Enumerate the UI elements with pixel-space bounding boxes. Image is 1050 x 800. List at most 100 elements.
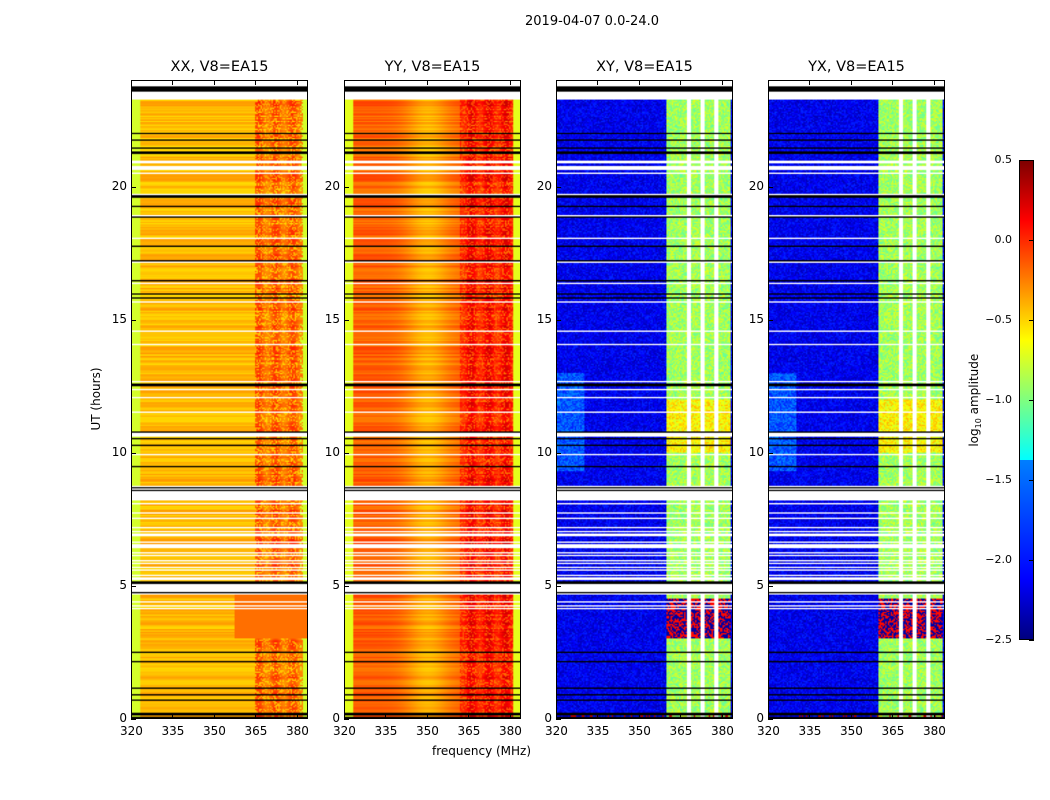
x-tick <box>556 80 557 85</box>
x-tick <box>680 80 682 85</box>
x-tick <box>850 714 852 719</box>
y-tick-label: 10 <box>324 444 340 459</box>
y-tick-label: 15 <box>324 311 340 326</box>
y-tick-label: 5 <box>756 577 764 592</box>
y-tick-label: 0 <box>332 711 340 725</box>
x-tick-label: 320 <box>333 724 356 738</box>
x-tick <box>296 80 298 85</box>
colorbar-tick-label: 0.0 <box>994 233 1013 246</box>
heatmap-image <box>132 81 307 718</box>
y-tick <box>344 452 349 454</box>
y-tick-label: 5 <box>544 577 552 592</box>
colorbar-tick <box>1029 480 1034 481</box>
x-tick <box>933 714 935 719</box>
x-tick <box>892 714 894 719</box>
x-tick <box>213 714 215 719</box>
colorbar-label: log10 amplitude <box>966 353 984 447</box>
x-tick <box>638 80 640 85</box>
y-tick <box>768 585 773 587</box>
x-tick <box>597 80 599 85</box>
heatmap-panel <box>556 80 733 719</box>
colorbar-tick-label: 0.5 <box>994 153 1013 166</box>
x-tick <box>850 80 852 85</box>
x-tick <box>680 714 682 719</box>
x-tick <box>809 80 811 85</box>
y-tick-label: 0 <box>756 711 764 725</box>
x-tick <box>426 80 428 85</box>
colorbar-tick <box>1029 560 1034 561</box>
colorbar-tick <box>1029 400 1034 401</box>
x-tick-label: 380 <box>922 724 946 738</box>
x-tick <box>344 80 345 85</box>
x-tick-label: 335 <box>586 724 610 738</box>
colorbar-tick <box>1029 240 1034 241</box>
x-tick <box>468 80 470 85</box>
y-tick <box>556 319 561 321</box>
panel-title: YY, V8=EA15 <box>384 59 481 75</box>
heatmap-image <box>769 81 944 718</box>
y-tick <box>131 186 136 188</box>
x-tick-label: 380 <box>710 724 734 738</box>
x-tick <box>385 80 387 85</box>
x-tick-label: 320 <box>757 724 780 738</box>
x-tick-label: 365 <box>669 724 693 738</box>
x-tick-label: 350 <box>415 724 439 738</box>
y-tick <box>131 719 136 720</box>
y-tick <box>768 319 773 321</box>
x-tick-label: 350 <box>202 724 226 738</box>
x-tick <box>255 714 257 719</box>
x-tick-label: 365 <box>881 724 905 738</box>
y-tick <box>344 186 349 188</box>
heatmap-image <box>557 81 732 718</box>
y-tick <box>344 319 349 321</box>
colorbar-tick <box>1029 320 1034 321</box>
heatmap-panel <box>131 80 308 719</box>
y-tick-label: 10 <box>111 444 127 459</box>
y-tick <box>556 186 561 188</box>
x-tick <box>213 80 215 85</box>
y-tick <box>131 319 136 321</box>
x-tick <box>344 714 345 719</box>
y-tick <box>556 452 561 454</box>
x-tick-label: 380 <box>285 724 309 738</box>
x-tick <box>892 80 894 85</box>
heatmap-panel <box>344 80 521 719</box>
y-tick-label: 5 <box>332 577 340 592</box>
x-tick <box>768 714 769 719</box>
y-tick-label: 0 <box>119 711 127 725</box>
heatmap-panel <box>768 80 945 719</box>
y-tick <box>131 585 136 587</box>
y-tick-label: 10 <box>748 444 764 459</box>
colorbar-tick-label: −2.5 <box>985 633 1012 646</box>
y-tick <box>131 452 136 454</box>
colorbar-tick-label: −0.5 <box>985 313 1012 326</box>
x-tick <box>172 80 174 85</box>
y-tick-label: 15 <box>748 311 764 326</box>
panel-title: YX, V8=EA15 <box>808 59 905 75</box>
y-tick-label: 20 <box>111 178 127 193</box>
x-tick-label: 335 <box>161 724 185 738</box>
y-tick <box>344 719 349 720</box>
y-tick-label: 5 <box>119 577 127 592</box>
colorbar-tick-label: −1.0 <box>985 393 1012 406</box>
x-tick-label: 380 <box>498 724 522 738</box>
y-tick <box>344 585 349 587</box>
panel-title: XX, V8=EA15 <box>170 59 269 75</box>
colorbar-tick-label: −1.5 <box>985 473 1012 486</box>
y-tick <box>556 719 561 720</box>
x-tick <box>131 714 132 719</box>
y-axis-label: UT (hours) <box>89 367 103 431</box>
x-tick-label: 350 <box>839 724 863 738</box>
x-tick <box>721 714 723 719</box>
y-tick-label: 10 <box>536 444 552 459</box>
x-tick <box>468 714 470 719</box>
x-tick <box>509 80 511 85</box>
x-tick <box>255 80 257 85</box>
x-tick <box>556 714 557 719</box>
x-tick-label: 320 <box>545 724 568 738</box>
x-tick-label: 365 <box>244 724 268 738</box>
x-tick <box>509 714 511 719</box>
y-tick-label: 20 <box>748 178 764 193</box>
heatmap-image <box>345 81 520 718</box>
